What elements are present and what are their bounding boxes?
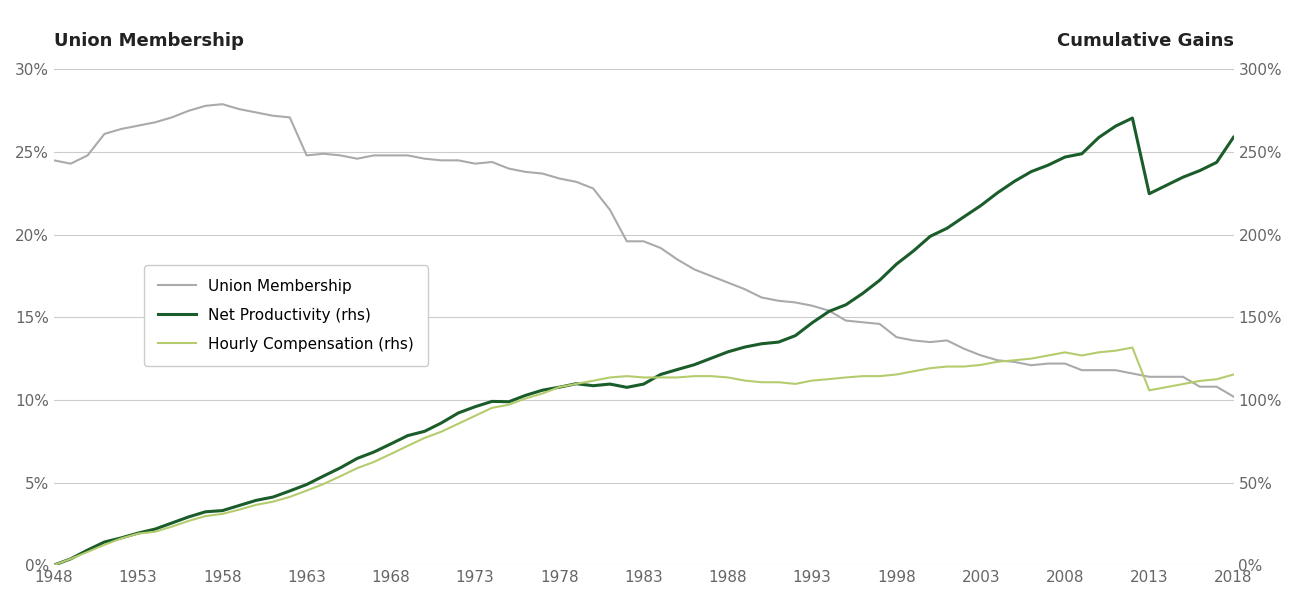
Text: Cumulative Gains: Cumulative Gains (1057, 32, 1233, 50)
Text: Union Membership: Union Membership (54, 32, 244, 50)
Legend: Union Membership, Net Productivity (rhs), Hourly Compensation (rhs): Union Membership, Net Productivity (rhs)… (144, 265, 428, 365)
